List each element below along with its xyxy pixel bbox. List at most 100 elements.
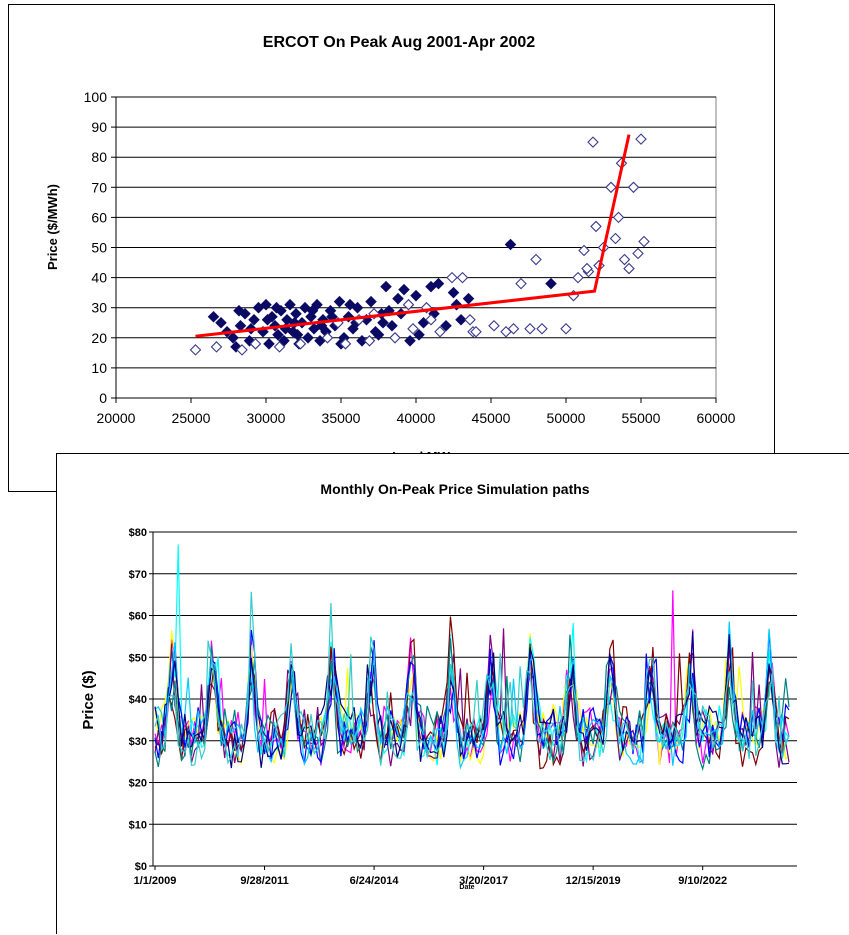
scatter-point-filled [290, 307, 302, 320]
scatter-point-filled [302, 332, 314, 344]
scatter-point-open [581, 262, 593, 275]
scatter-y-tick-label: 90 [91, 119, 107, 135]
line-x-tick-label: 12/15/2019 [566, 875, 621, 887]
scatter-x-tick-label: 40000 [397, 410, 436, 426]
scatter-y-tick-label: 40 [91, 270, 107, 286]
scatter-point-filled [263, 338, 275, 350]
line-chart-title: Monthly On-Peak Price Simulation paths [320, 481, 589, 497]
line-y-tick-label: $30 [129, 736, 147, 748]
scatter-point-filled [234, 319, 247, 332]
scatter-point-open [210, 341, 223, 353]
line-series [154, 544, 790, 772]
scatter-point-filled [377, 316, 389, 329]
scatter-point-filled [432, 277, 445, 290]
scatter-point-filled [365, 295, 377, 308]
scatter-point-filled [227, 332, 239, 344]
scatter-point-filled [462, 292, 475, 305]
scatter-point-open [623, 262, 635, 275]
scatter-point-open [456, 271, 469, 284]
line-x-axis-label: Date [459, 884, 474, 891]
scatter-y-tick-label: 60 [91, 209, 107, 225]
line-y-tick-label: $40 [129, 694, 147, 706]
line-y-tick-label: $10 [129, 819, 147, 831]
scatter-point-open [572, 271, 584, 284]
scatter-x-tick-label: 60000 [697, 410, 736, 426]
scatter-point-filled [270, 301, 283, 314]
line-x-tick-label: 9/10/2022 [678, 875, 727, 887]
scatter-point-filled [261, 313, 274, 326]
scatter-y-tick-label: 100 [84, 89, 108, 105]
line-y-axis-label: Price ($) [80, 670, 97, 729]
scatter-point-open [189, 344, 202, 356]
scatter-point-filled [260, 298, 272, 311]
scatter-point-open [507, 322, 520, 335]
scatter-point-open [321, 332, 334, 344]
scatter-point-open [524, 322, 536, 335]
scatter-point-open [470, 326, 482, 338]
scatter-y-tick-label: 20 [91, 330, 107, 346]
scatter-point-open [609, 232, 622, 245]
scatter-point-filled [440, 319, 452, 332]
scatter-y-tick-label: 70 [91, 179, 107, 195]
scatter-point-filled [392, 292, 404, 305]
scatter-y-axis-label: Price ($/MWh) [45, 184, 60, 270]
line-x-tick-label: 1/1/2009 [134, 875, 177, 887]
scatter-point-open [560, 322, 572, 335]
scatter-point-open [612, 211, 625, 224]
scatter-point-open [536, 322, 548, 335]
scatter-point-filled [356, 335, 368, 347]
scatter-chart-panel: ERCOT On Peak Aug 2001-Apr 2002 Price ($… [8, 4, 775, 492]
scatter-y-tick-label: 10 [91, 360, 107, 376]
scatter-point-filled [455, 313, 467, 326]
scatter-point-filled [344, 298, 356, 311]
scatter-x-tick-label: 30000 [247, 410, 286, 426]
line-chart: Monthly On-Peak Price Simulation paths P… [80, 481, 797, 891]
scatter-point-filled [413, 329, 425, 341]
scatter-point-open [249, 338, 262, 350]
scatter-x-tick-label: 55000 [622, 410, 661, 426]
scatter-x-tick-label: 50000 [547, 410, 586, 426]
scatter-point-filled [284, 298, 296, 311]
scatter-point-filled [291, 329, 304, 341]
line-y-tick-label: $0 [135, 861, 147, 873]
scatter-y-tick-label: 80 [91, 149, 107, 165]
scatter-point-open [339, 338, 352, 350]
scatter-point-open [618, 253, 631, 266]
scatter-point-filled [306, 304, 319, 317]
scatter-point-open [635, 133, 647, 145]
line-chart-panel: Monthly On-Peak Price Simulation paths P… [56, 453, 849, 934]
scatter-gridlines [115, 96, 717, 399]
scatter-y-ticks: 0 10 20 30 40 50 60 70 80 90 100 [84, 89, 116, 406]
scatter-x-ticks: 20000 25000 30000 35000 40000 45000 50000 55000… [97, 398, 736, 426]
scatter-point-open [425, 313, 437, 326]
scatter-point-open [446, 271, 458, 284]
scatter-point-filled [447, 286, 460, 299]
scatter-point-filled [386, 319, 398, 332]
line-x-tick-label: 9/28/2011 [240, 875, 288, 887]
line-y-tick-label: $80 [129, 527, 147, 539]
scatter-points [189, 133, 650, 356]
scatter-point-open [632, 247, 644, 260]
scatter-y-tick-label: 0 [99, 390, 107, 406]
scatter-point-filled [545, 277, 557, 290]
scatter-x-tick-label: 35000 [322, 410, 361, 426]
scatter-point-open [407, 322, 419, 335]
scatter-point-open [434, 326, 446, 338]
scatter-chart-title: ERCOT On Peak Aug 2001-Apr 2002 [263, 34, 535, 51]
scatter-point-open [515, 277, 527, 290]
scatter-point-filled [504, 238, 517, 251]
scatter-point-filled [404, 335, 416, 347]
scatter-x-tick-label: 20000 [97, 410, 136, 426]
scatter-point-filled [380, 280, 392, 293]
line-y-tick-label: $20 [129, 778, 147, 790]
scatter-point-open [389, 332, 401, 344]
scatter-point-open [488, 319, 500, 332]
simulation-path-line [154, 634, 790, 772]
line-x-tick-label: 3/20/2017 [459, 875, 508, 887]
scatter-point-filled [207, 310, 220, 323]
scatter-point-open [638, 235, 650, 248]
line-y-tick-label: $60 [129, 611, 147, 623]
line-x-tick-label: 6/24/2014 [350, 875, 400, 887]
scatter-point-open [587, 136, 599, 148]
scatter-point-open [464, 313, 476, 326]
